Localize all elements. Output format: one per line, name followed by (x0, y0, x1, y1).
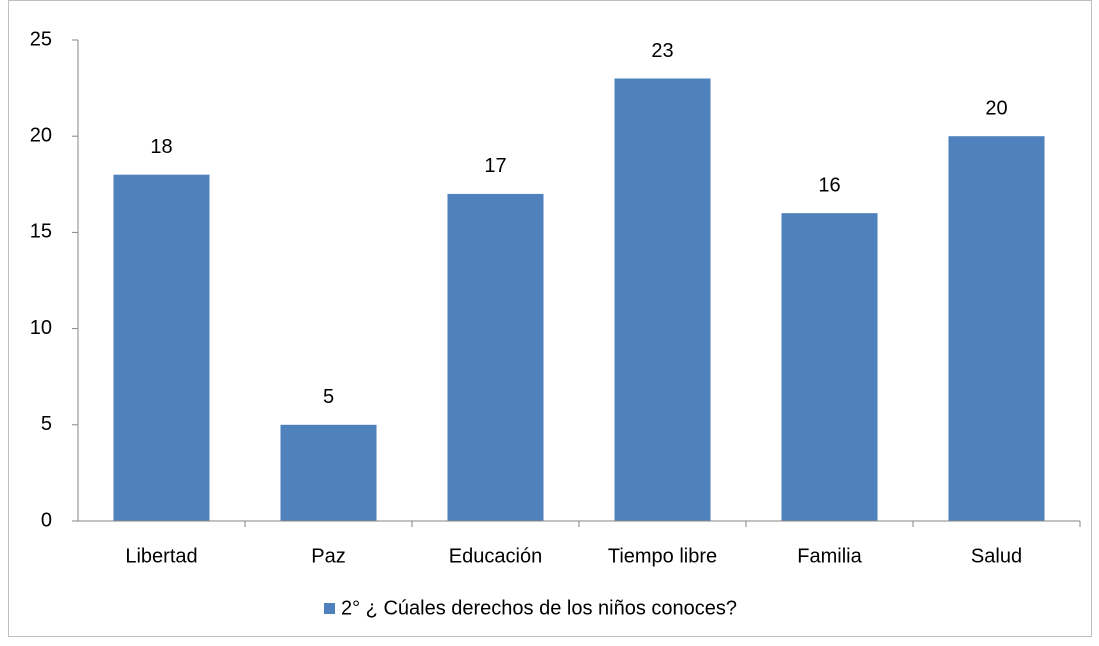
bar (280, 424, 377, 521)
bar (614, 78, 711, 521)
y-tick-label: 5 (41, 413, 52, 435)
x-tick-label: Salud (971, 545, 1022, 567)
bar (113, 174, 210, 521)
x-tick-label: Educación (449, 545, 542, 567)
data-label: 18 (150, 136, 172, 158)
bar (781, 213, 878, 521)
y-tick-label: 20 (30, 124, 52, 146)
data-label: 23 (651, 40, 673, 62)
bar (447, 193, 544, 522)
data-label: 20 (985, 97, 1007, 119)
y-tick-label: 15 (30, 221, 52, 243)
data-label: 5 (323, 386, 334, 408)
data-label: 17 (484, 155, 506, 177)
x-tick-label: Paz (311, 545, 345, 567)
legend-swatch (324, 603, 335, 614)
bar (948, 136, 1045, 521)
y-tick-label: 25 (30, 28, 52, 50)
x-tick-label: Familia (797, 545, 862, 567)
legend-label: 2° ¿ Cúales derechos de los niños conoce… (341, 597, 737, 619)
x-tick-label: Libertad (125, 545, 197, 567)
y-tick-label: 10 (30, 317, 52, 339)
x-tick-label: Tiempo libre (608, 545, 717, 567)
data-label: 16 (818, 174, 840, 196)
y-tick-label: 0 (41, 509, 52, 531)
